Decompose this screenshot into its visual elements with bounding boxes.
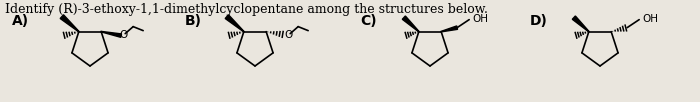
Text: C): C) — [360, 14, 377, 28]
Polygon shape — [441, 26, 458, 32]
Text: OH: OH — [642, 14, 658, 24]
Text: A): A) — [12, 14, 29, 28]
Text: D): D) — [530, 14, 548, 28]
Polygon shape — [101, 31, 122, 37]
Polygon shape — [225, 15, 244, 32]
Polygon shape — [573, 16, 589, 32]
Polygon shape — [402, 16, 419, 32]
Polygon shape — [60, 15, 79, 32]
Text: B): B) — [185, 14, 202, 28]
Text: Identify (R)-3-ethoxy-1,1-dimethylcyclopentane among the structures below.: Identify (R)-3-ethoxy-1,1-dimethylcyclop… — [5, 3, 488, 16]
Text: O: O — [119, 30, 127, 40]
Text: O: O — [284, 30, 293, 40]
Text: OH: OH — [473, 14, 488, 24]
